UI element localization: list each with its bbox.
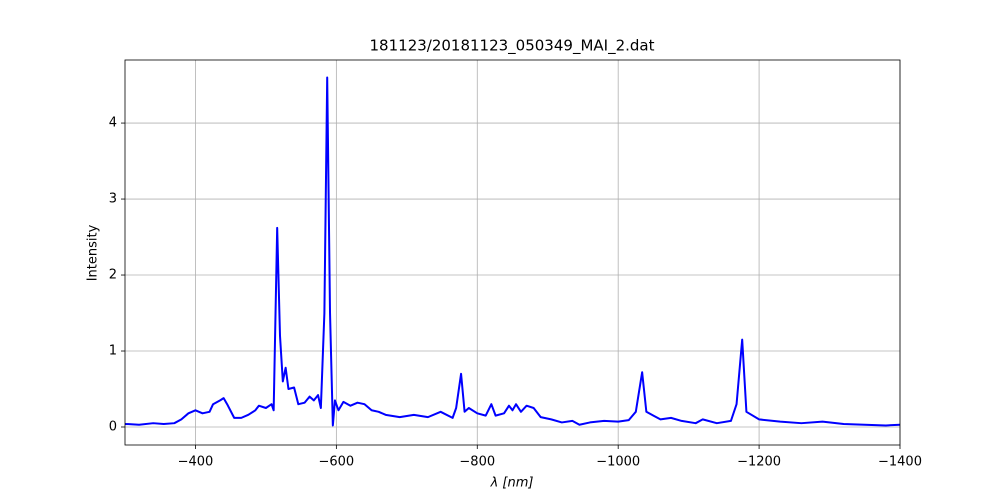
y-tick-label: 2 [109,268,117,283]
chart-title: 181123/20181123_050349_MAI_2.dat [370,37,655,56]
y-axis-label: Intensity [86,224,101,281]
x-axis-label: λ [nm] [490,476,534,491]
y-tick-label: 1 [109,344,117,359]
x-tick-label: −1200 [737,455,781,470]
plot-frame [124,59,901,446]
y-tick-label: 3 [109,192,117,207]
y-tick-label: 0 [109,419,117,434]
x-tick-label: −1000 [596,455,640,470]
x-tick-label: −1400 [878,455,922,470]
x-tick-label: −400 [178,455,214,470]
data-line [125,76,900,427]
x-tick-label: −800 [459,455,495,470]
x-tick-label: −600 [319,455,355,470]
y-tick-label: 4 [109,116,117,131]
